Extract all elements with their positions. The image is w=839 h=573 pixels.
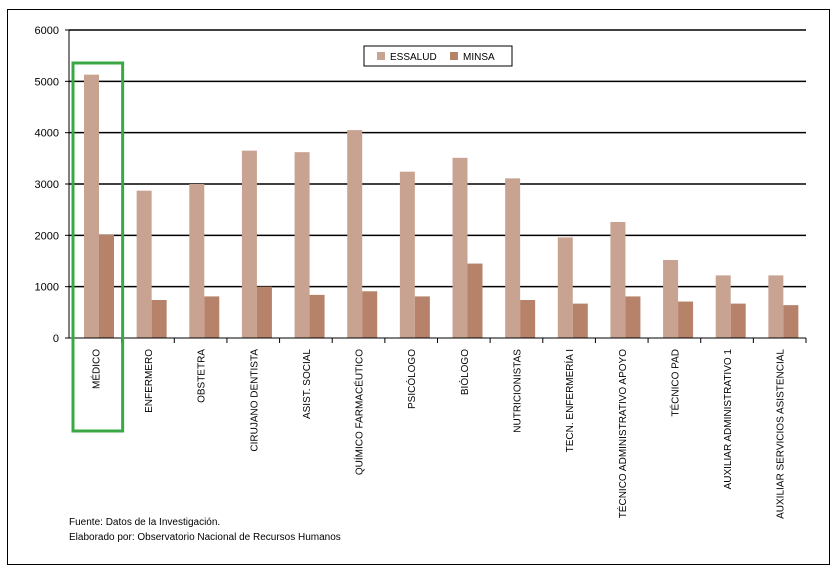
bar-minsa: [151, 300, 167, 338]
y-tick-label: 1000: [35, 282, 59, 294]
y-tick-label: 6000: [35, 25, 59, 37]
x-category-label: TECN. ENFERMERÍA I: [563, 349, 576, 452]
x-category-label: AUXILIAR ADMINISTRATIVO 1: [723, 349, 734, 490]
bar-minsa: [467, 263, 483, 338]
bar-minsa: [414, 296, 430, 338]
x-category-label: ENFERMERO: [144, 349, 155, 413]
bar-essalud: [347, 130, 363, 338]
legend-swatch-essalud: [377, 52, 385, 60]
bar-essalud: [84, 74, 99, 338]
bar-essalud: [189, 184, 205, 338]
bar-minsa: [678, 301, 694, 338]
bar-minsa: [625, 296, 641, 338]
bar-essalud: [294, 152, 310, 338]
bar-essalud: [663, 259, 679, 338]
bar-essalud: [610, 221, 626, 338]
x-category-label: QUÍMICO FARMACÉUTICO: [353, 349, 366, 475]
y-tick-label: 4000: [35, 128, 59, 140]
highlight-box: [71, 61, 125, 433]
bars-layer: [84, 74, 799, 338]
bar-essalud: [715, 275, 731, 338]
bar-minsa: [256, 286, 272, 338]
legend-box: [363, 45, 513, 67]
bar-minsa: [204, 296, 220, 338]
bar-essalud: [241, 150, 257, 338]
legend-swatch-minsa: [450, 52, 458, 60]
y-tick-label: 2000: [35, 230, 59, 242]
y-tick-label: 0: [53, 333, 59, 345]
bar-essalud: [136, 190, 152, 338]
bar-minsa: [520, 300, 536, 338]
x-category-label: ASIST. SOCIAL: [302, 349, 313, 419]
legend: ESSALUD MINSA: [363, 45, 513, 67]
y-tick-label: 5000: [35, 76, 59, 88]
bar-essalud: [768, 275, 784, 338]
bar-minsa: [99, 234, 114, 338]
source-note: Fuente: Datos de la Investigación.: [69, 517, 221, 528]
x-category-label: AUXILIAR SERVICIOS ASISTENCIAL: [776, 349, 787, 519]
bar-minsa: [730, 303, 746, 338]
axis-layer: 0 1000 2000 3000 4000 5000 6000 MÉDICO ENFERMERO…: [35, 25, 807, 519]
x-category-label: TÉCNICO ADMINISTRATIVO APOYO: [616, 349, 629, 519]
bar-minsa: [362, 291, 378, 338]
bar-essalud: [557, 237, 573, 338]
legend-label-minsa: MINSA: [463, 52, 495, 63]
bar-minsa: [309, 294, 325, 338]
highlight-layer: [71, 61, 125, 433]
x-category-label: TÉCNICO PAD: [668, 349, 681, 417]
bar-essalud: [399, 171, 415, 338]
y-tick-label: 3000: [35, 179, 59, 191]
x-category-label: NUTRICIONISTAS: [512, 349, 523, 433]
bar-essalud: [505, 178, 521, 338]
x-category-label: BIÓLOGO: [458, 349, 471, 395]
credit-note: Elaborado por: Observatorio Nacional de …: [69, 532, 341, 543]
bar-essalud: [452, 157, 468, 338]
bar-minsa: [783, 305, 799, 338]
x-category-label: CIRUJANO DENTISTA: [249, 349, 260, 452]
x-category-label: MÉDICO: [89, 349, 102, 389]
legend-label-essalud: ESSALUD: [390, 52, 437, 63]
bar-minsa: [572, 303, 588, 338]
grid-layer: [69, 29, 806, 288]
x-category-label: OBSTETRA: [197, 349, 208, 403]
x-category-label: PSICÓLOGO: [405, 349, 418, 409]
